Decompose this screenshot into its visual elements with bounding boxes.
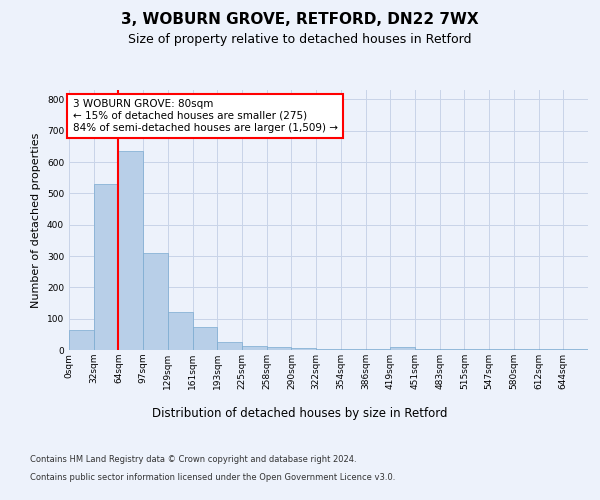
Bar: [390, 348, 415, 350]
Bar: [242, 346, 267, 350]
Bar: [143, 253, 168, 350]
Text: 3 WOBURN GROVE: 80sqm
← 15% of detached houses are smaller (275)
84% of semi-det: 3 WOBURN GROVE: 80sqm ← 15% of detached …: [73, 100, 338, 132]
Text: Distribution of detached houses by size in Retford: Distribution of detached houses by size …: [152, 408, 448, 420]
Bar: [217, 342, 242, 350]
Text: Contains HM Land Registry data © Crown copyright and database right 2024.: Contains HM Land Registry data © Crown c…: [30, 455, 356, 464]
Bar: [292, 348, 316, 350]
Y-axis label: Number of detached properties: Number of detached properties: [31, 132, 41, 308]
Text: 3, WOBURN GROVE, RETFORD, DN22 7WX: 3, WOBURN GROVE, RETFORD, DN22 7WX: [121, 12, 479, 28]
Bar: [193, 326, 217, 350]
Bar: [118, 151, 143, 350]
Text: Size of property relative to detached houses in Retford: Size of property relative to detached ho…: [128, 32, 472, 46]
Bar: [69, 330, 94, 350]
Bar: [267, 347, 292, 350]
Bar: [168, 312, 193, 350]
Text: Contains public sector information licensed under the Open Government Licence v3: Contains public sector information licen…: [30, 472, 395, 482]
Bar: [94, 184, 118, 350]
